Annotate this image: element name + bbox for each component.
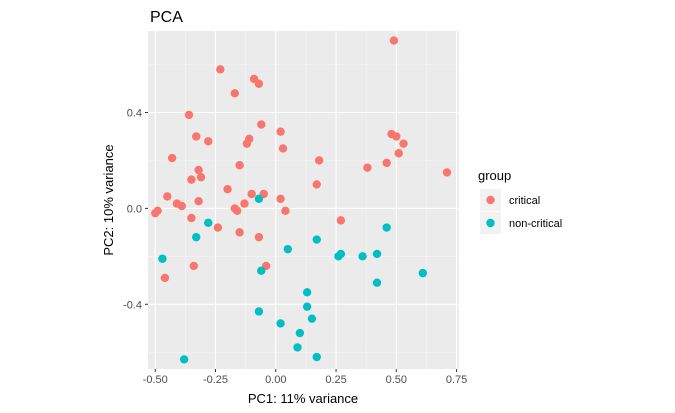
legend-key-critical [486, 195, 495, 205]
point-critical [240, 199, 249, 208]
point-non-critical [254, 194, 264, 204]
legend-label-critical: critical [509, 195, 540, 207]
y-axis-title: PC2: 10% variance [101, 144, 116, 255]
point-non-critical [312, 235, 321, 244]
point-critical [247, 189, 256, 199]
legend-title: group [478, 168, 511, 183]
y-tick-label: 0.4 [127, 108, 142, 120]
point-non-critical [302, 288, 312, 297]
x-tick-label: -0.50 [143, 374, 168, 386]
point-non-critical [336, 249, 346, 259]
point-critical [242, 139, 252, 148]
point-critical [276, 194, 285, 204]
point-non-critical [312, 352, 321, 362]
chart-title: PCA [150, 9, 183, 26]
point-critical [235, 228, 244, 237]
point-non-critical [418, 268, 428, 278]
point-non-critical [372, 249, 382, 259]
point-critical [257, 120, 266, 129]
point-non-critical [179, 355, 189, 364]
point-critical [336, 216, 346, 225]
point-critical [151, 208, 160, 218]
point-critical [216, 65, 225, 74]
data-points [151, 36, 452, 364]
point-non-critical [204, 218, 213, 227]
point-critical [187, 213, 196, 223]
legend-items: critical non-critical [480, 189, 562, 234]
point-critical [163, 192, 172, 201]
point-critical [254, 79, 264, 88]
point-critical [399, 139, 408, 148]
point-non-critical [307, 314, 317, 323]
x-axis-title: PC1: 11% variance [248, 391, 358, 406]
point-critical [278, 144, 288, 153]
point-critical [312, 180, 321, 189]
point-non-critical [293, 343, 302, 352]
point-critical [281, 206, 290, 215]
y-tick-label: -0.4 [123, 299, 142, 311]
point-critical [187, 175, 196, 184]
point-critical [276, 127, 285, 136]
y-tick-label: 0.0 [127, 203, 142, 215]
point-critical [184, 110, 194, 120]
point-critical [194, 196, 203, 206]
point-non-critical [302, 302, 312, 311]
point-critical [189, 261, 199, 271]
point-critical [442, 168, 452, 177]
point-non-critical [372, 278, 382, 287]
point-critical [392, 132, 401, 141]
point-critical [382, 158, 391, 168]
point-critical [194, 165, 203, 175]
point-critical [160, 273, 170, 283]
point-critical [196, 173, 206, 182]
point-critical [204, 137, 213, 146]
point-critical [389, 36, 399, 45]
legend-label-non-critical: non-critical [509, 218, 562, 230]
point-non-critical [254, 307, 264, 316]
x-tick-label: 0.00 [265, 374, 286, 386]
point-non-critical [257, 266, 266, 275]
y-axis-ticks: -0.4 0.0 0.4 [123, 108, 148, 311]
x-axis-ticks: -0.50 -0.25 0.00 0.25 0.50 0.75 [143, 369, 467, 386]
point-critical [167, 153, 177, 163]
point-critical [213, 223, 223, 232]
point-non-critical [358, 252, 367, 261]
point-critical [192, 132, 201, 141]
legend: group critical non-critical [478, 168, 562, 234]
point-critical [394, 149, 403, 158]
x-tick-label: 0.25 [325, 374, 346, 386]
point-critical [233, 206, 242, 215]
x-tick-label: 0.50 [386, 374, 407, 386]
x-tick-label: -0.25 [203, 374, 228, 386]
point-critical [177, 201, 186, 211]
x-tick-label: 0.75 [446, 374, 467, 386]
point-critical [314, 156, 324, 165]
point-non-critical [382, 223, 391, 232]
point-critical [230, 89, 239, 98]
point-non-critical [158, 254, 167, 263]
grid-major [148, 31, 459, 369]
point-critical [223, 185, 232, 194]
legend-key-non-critical [486, 218, 495, 228]
point-non-critical [295, 328, 305, 338]
point-critical [235, 161, 244, 170]
point-critical [254, 232, 264, 242]
point-non-critical [192, 232, 201, 242]
point-non-critical [276, 319, 285, 328]
point-critical [363, 163, 372, 172]
point-non-critical [283, 244, 293, 254]
